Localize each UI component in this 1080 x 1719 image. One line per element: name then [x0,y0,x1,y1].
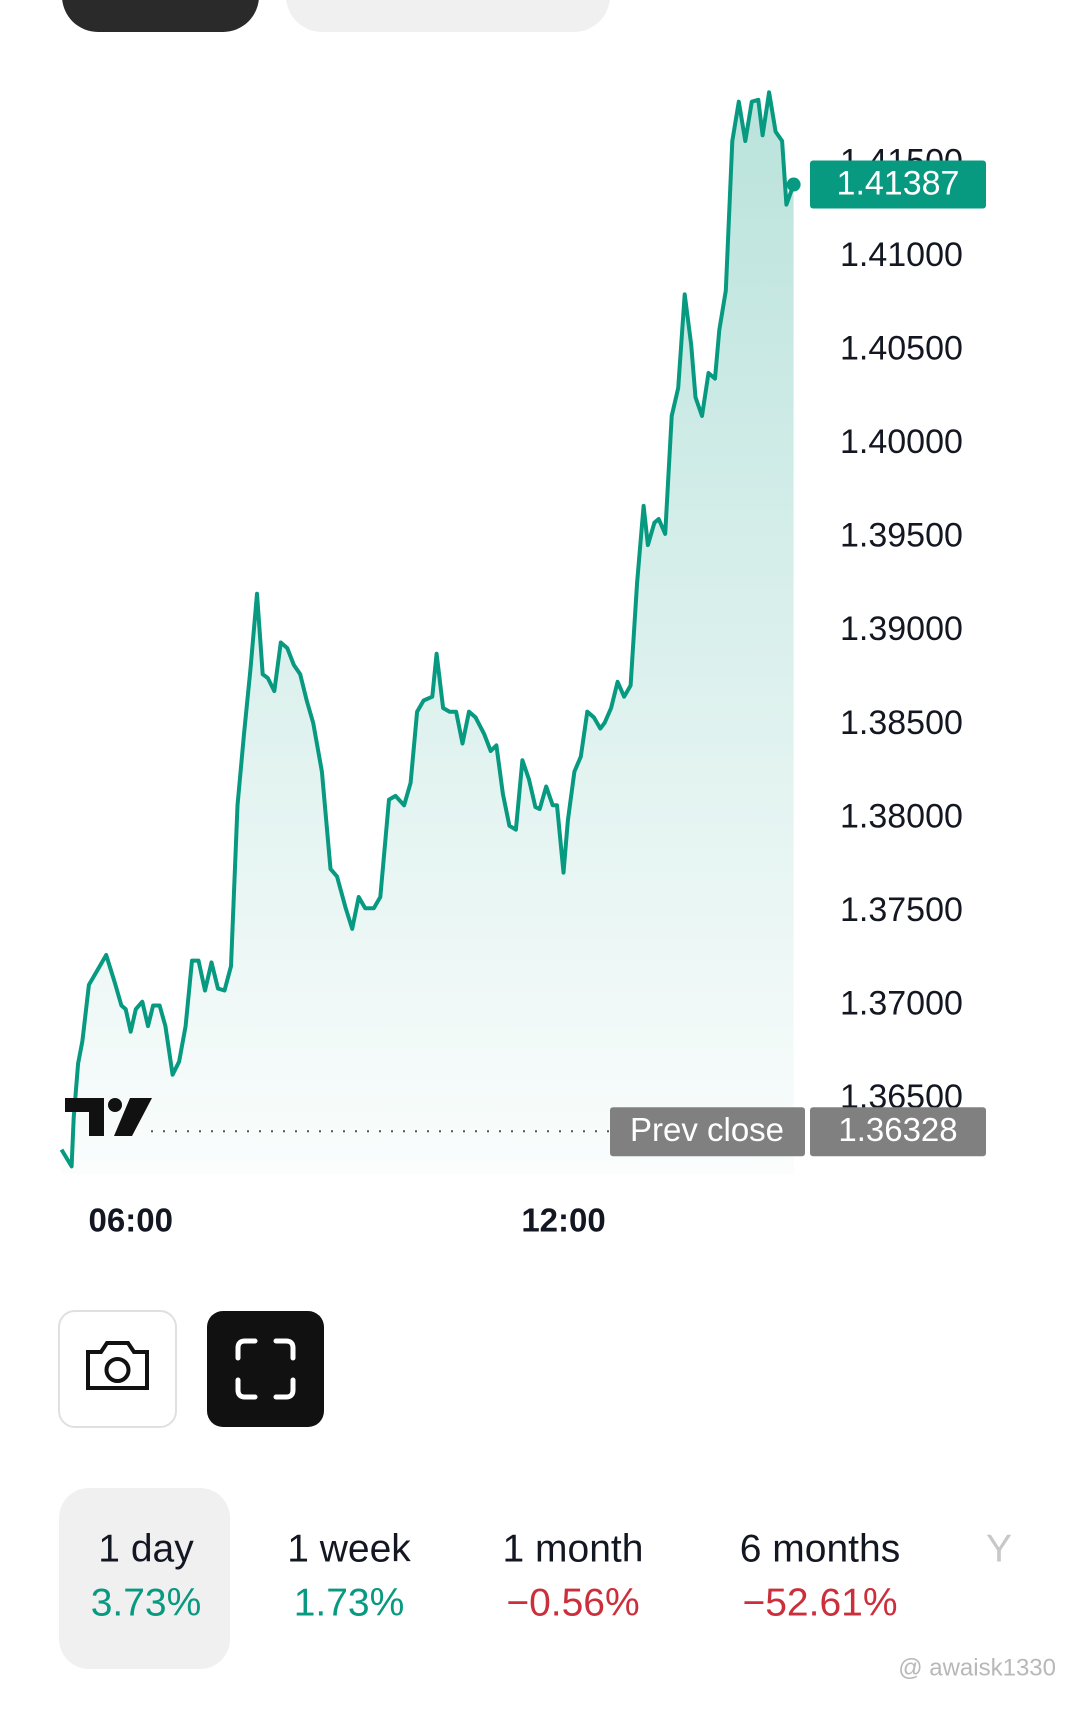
prev-close-value: 1.36328 [838,1111,957,1148]
y-tick-label: 1.37000 [840,984,963,1022]
y-tick-label: 1.40000 [840,423,963,461]
x-tick-label: 06:00 [89,1202,173,1239]
period-label[interactable]: 1 week [287,1527,411,1570]
y-tick-label: 1.38500 [840,704,963,742]
prev-close-value-badge [810,1107,986,1157]
top-tab[interactable] [286,0,610,32]
x-tick-label: 12:00 [521,1202,605,1239]
y-tick-label: 1.41000 [840,236,963,274]
watermark: @ awaisk1330 [898,1654,1056,1681]
period-tab-active[interactable] [59,1488,230,1669]
camera-icon [86,1341,149,1390]
tradingview-logo [65,1098,152,1136]
period-tabs: 1 day 3.73% 1 week 1.73% 1 month −0.56% 6 mont… [59,1488,1012,1669]
last-value: 1.41387 [837,165,960,203]
price-chart: 1.365001.370001.375001.380001.385001.390… [59,90,986,1239]
snapshot-button[interactable] [58,1310,177,1428]
last-point [786,177,801,192]
price-line [59,90,796,1169]
period-change: −52.61% [742,1581,897,1624]
fullscreen-button[interactable] [207,1311,324,1427]
y-tick-label: 1.40500 [840,330,963,368]
prev-close-label: Prev close [630,1111,784,1148]
period-label[interactable]: 1 day [98,1527,194,1570]
price-area [61,92,794,1174]
period-label[interactable]: 1 month [503,1527,644,1570]
y-tick-label: 1.38000 [840,797,963,835]
period-change: 3.73% [91,1581,202,1624]
fullscreen-icon [235,1338,296,1400]
period-label[interactable]: Y [986,1527,1012,1570]
period-change: −0.56% [506,1581,639,1624]
period-change: 1.73% [294,1581,405,1624]
y-tick-label: 1.39000 [840,610,963,648]
y-tick-label: 1.37500 [840,891,963,929]
y-tick-label: 1.39500 [840,517,963,555]
last-value-badge [810,160,986,209]
prev-close-badge [610,1107,805,1157]
period-label[interactable]: 6 months [740,1527,900,1570]
top-tab-active[interactable] [62,0,259,32]
